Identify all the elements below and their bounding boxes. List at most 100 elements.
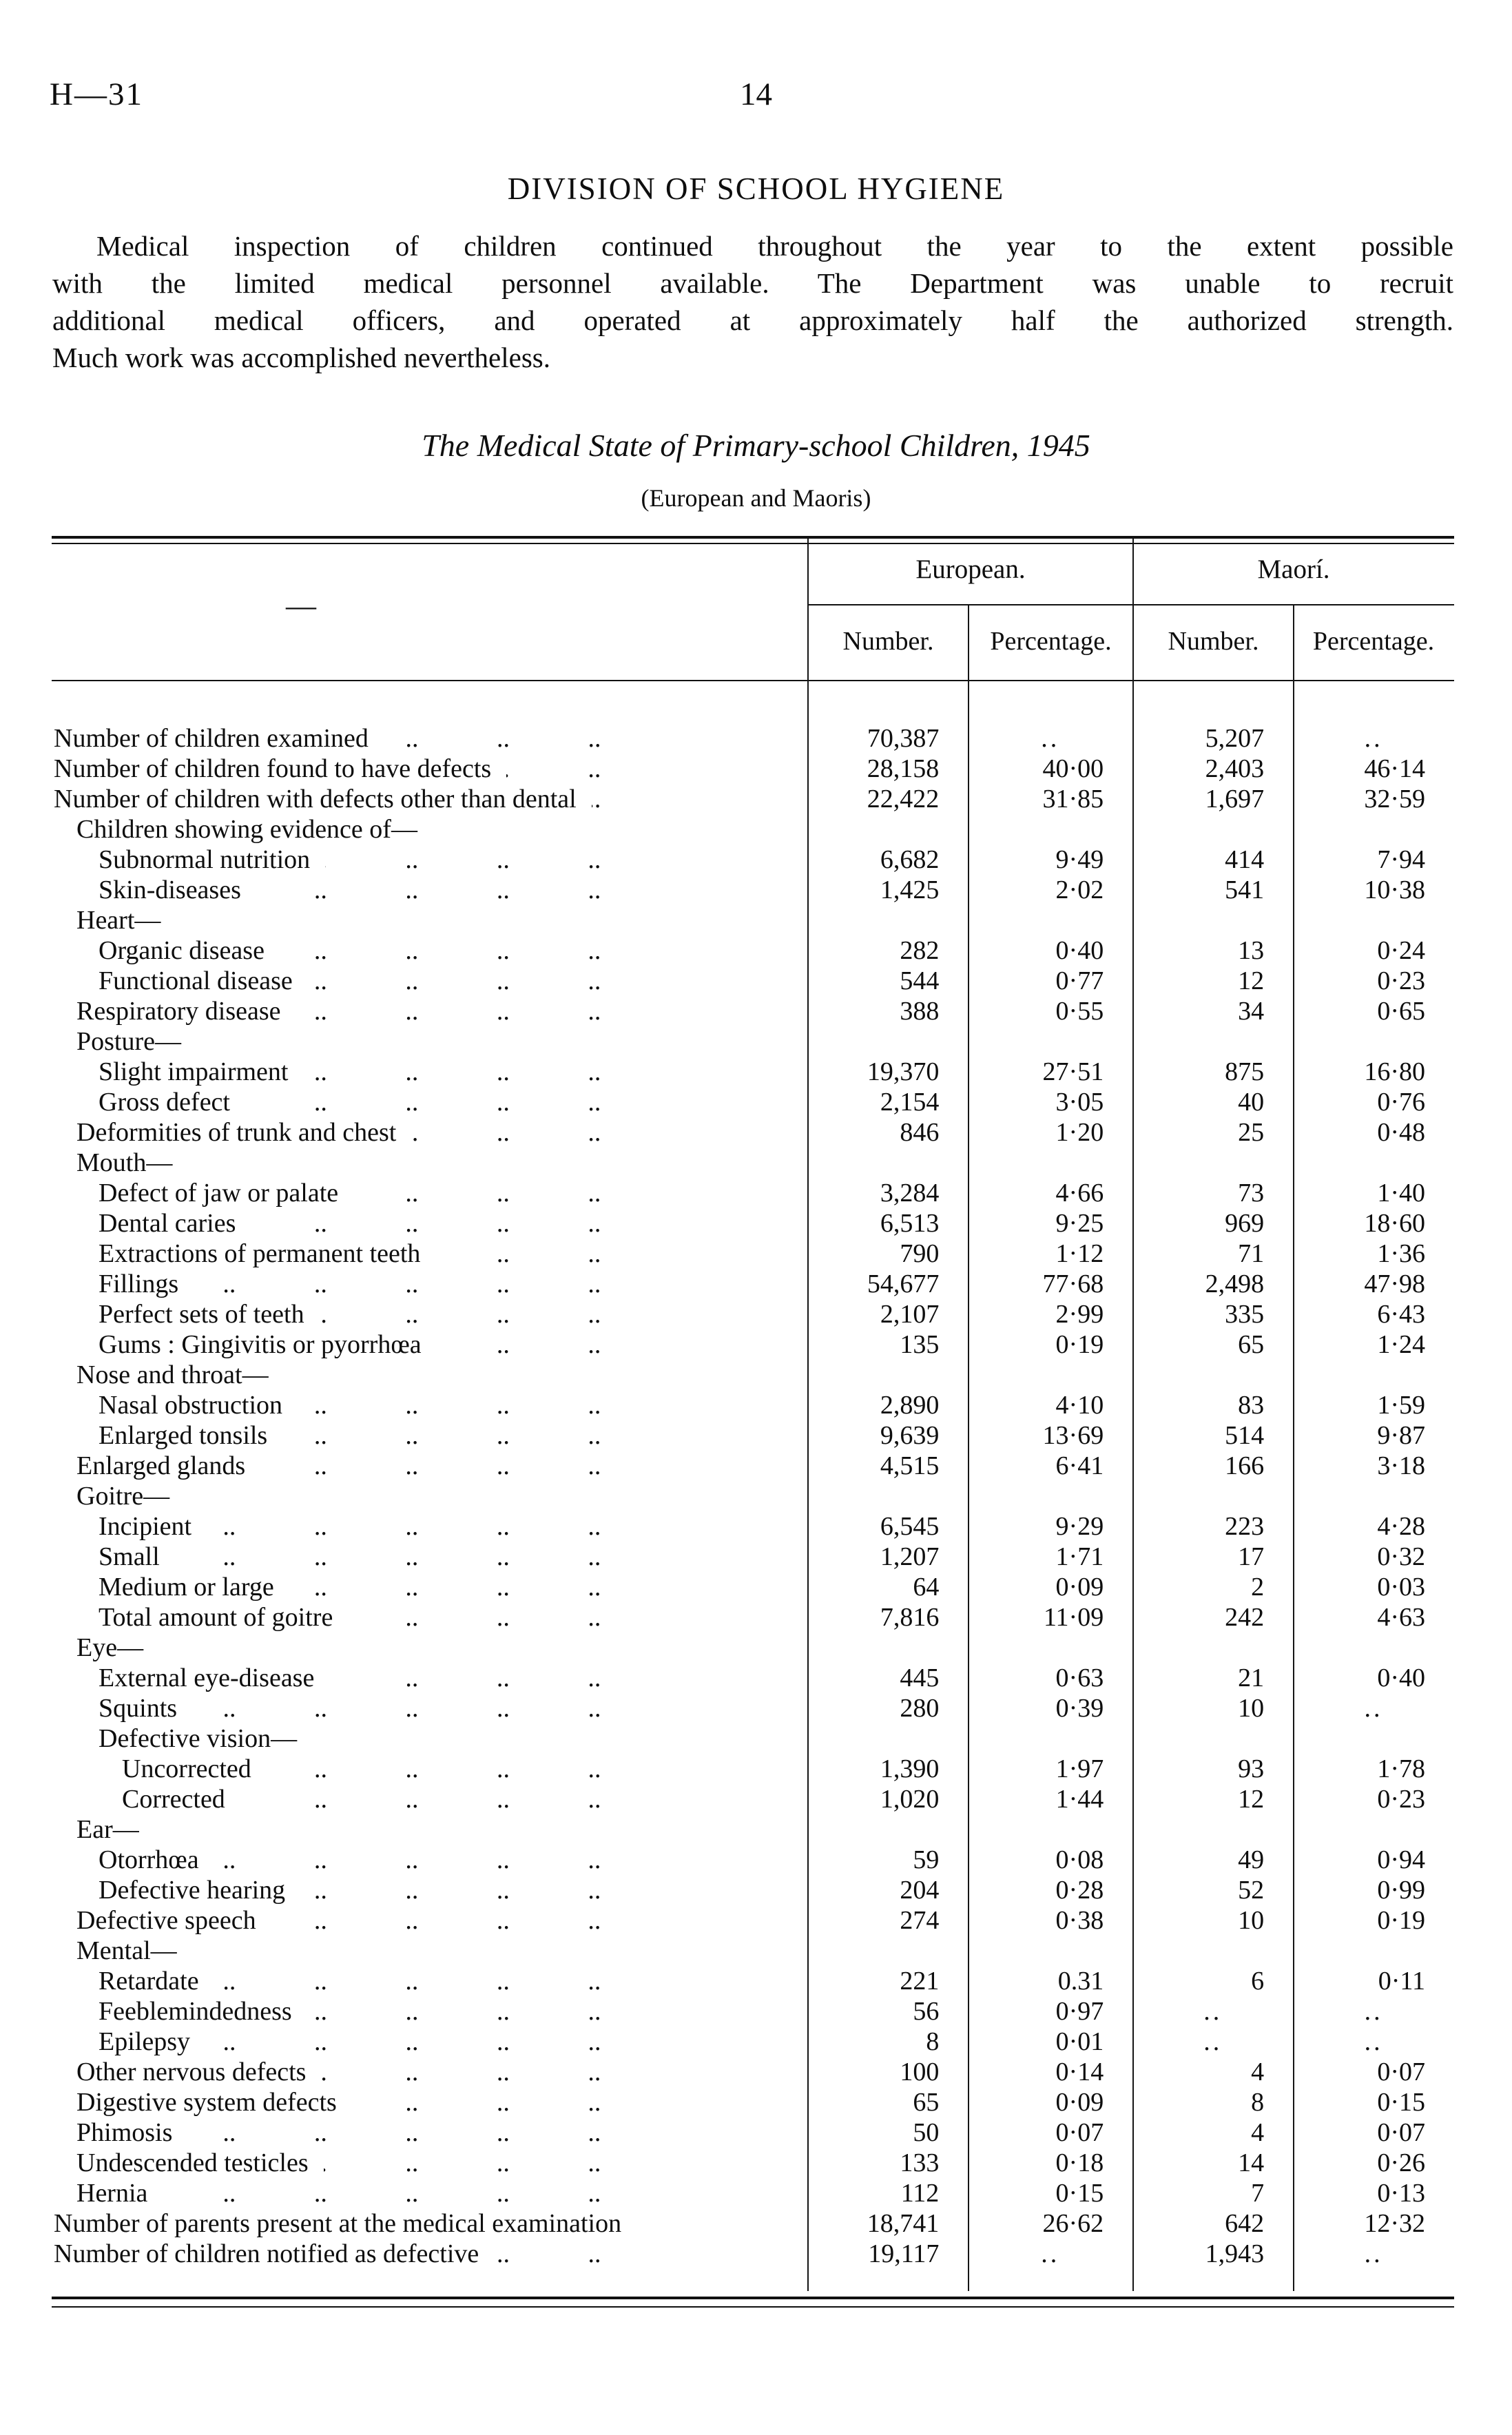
cell-european-number: 221	[900, 1967, 940, 1996]
cell-maori-percentage	[1293, 1481, 1454, 1511]
table-row: Skin-diseases .. .. .. .. .. .. .. .. .. 1…	[52, 875, 1454, 905]
row-label: Uncorrected	[122, 1754, 251, 1783]
table-section-row: Ear—	[52, 1814, 1454, 1845]
leader-dots: .. .. .. .. .. .. .. .. ..	[506, 754, 601, 783]
data-table: — European. Maorí. Number. Percentage. N…	[52, 536, 1454, 2327]
row-label: Perfect sets of teeth	[99, 1300, 304, 1329]
cell-maori-percentage: 0·07	[1377, 2058, 1425, 2086]
cell-maori-number: 83	[1238, 1391, 1265, 1420]
cell-maori-number: 4	[1251, 2118, 1265, 2147]
table-row: Gums : Gingivitis or pyorrhœa .. .. .. ..…	[52, 1329, 1454, 1360]
table-row: Phimosis .. .. .. .. .. .. .. .. .. 50 0·07…	[52, 2117, 1454, 2148]
cell-maori-number: 71	[1238, 1239, 1265, 1268]
row-label: Otorrhœa	[99, 1845, 199, 1874]
cell-maori-percentage	[1293, 1026, 1454, 1057]
row-label: Goitre—	[76, 1482, 170, 1511]
row-label: Phimosis	[76, 2118, 173, 2147]
row-label-cell: Feeblemindedness .. .. .. .. .. .. .. .. …	[52, 1996, 807, 2027]
row-label: Nose and throat—	[76, 1360, 269, 1389]
cell-maori-percentage: 7·94	[1377, 845, 1425, 874]
cell-maori-percentage: 0·48	[1377, 1118, 1425, 1147]
cell-european-percentage: 1·71	[1055, 1542, 1104, 1571]
cell-european-percentage: 0·40	[1055, 936, 1104, 965]
cell-european-percentage: 27·51	[1042, 1057, 1104, 1086]
row-label-cell: Eye—	[52, 1633, 807, 1663]
cell-european-number: 135	[900, 1330, 940, 1359]
leader-dots: .. .. .. .. .. .. .. .. ..	[289, 1573, 601, 1602]
cell-maori-percentage: 16·80	[1364, 1057, 1425, 1086]
row-label-cell: Number of children found to have defects…	[52, 754, 807, 784]
section-title: DIVISION OF SCHOOL HYGIENE	[507, 172, 1005, 206]
cell-european-number: 18,741	[867, 2209, 940, 2238]
row-label: Feeblemindedness	[99, 1997, 292, 2026]
cell-maori-percentage: 0·23	[1377, 966, 1425, 995]
stub-column-header-dash: —	[286, 589, 316, 623]
row-label-cell: Hernia .. .. .. .. .. .. .. .. ..	[52, 2178, 807, 2208]
table-row: Functional disease .. .. .. .. .. .. .. .…	[52, 966, 1454, 996]
cell-maori-percentage	[1293, 905, 1454, 935]
table-section-row: Goitre—	[52, 1481, 1454, 1511]
paragraph-line: Medical inspection of children continued…	[96, 230, 1453, 262]
row-label: Slight impairment	[99, 1057, 289, 1086]
row-label-cell: Defective speech .. .. .. .. .. .. .. .. …	[52, 1905, 807, 1936]
cell-european-percentage: 0.31	[1057, 1967, 1104, 1996]
cell-maori-number: 13	[1238, 936, 1265, 965]
table-row: Otorrhœa .. .. .. .. .. .. .. .. .. 59 0·08…	[52, 1845, 1454, 1875]
cell-maori-number: 1,943	[1205, 2239, 1265, 2268]
row-label: Medium or large	[99, 1573, 274, 1602]
row-label-cell: Otorrhœa .. .. .. .. .. .. .. .. ..	[52, 1845, 807, 1875]
leader-dots: .. .. .. .. .. .. .. .. ..	[175, 1542, 601, 1571]
leader-dots: .. .. .. .. .. .. .. .. ..	[194, 1270, 601, 1298]
row-label-cell: Incipient .. .. .. .. .. .. .. .. ..	[52, 1511, 807, 1542]
cell-european-percentage: 13·69	[1042, 1421, 1104, 1450]
table-row: Medium or large .. .. .. .. .. .. .. .. .…	[52, 1572, 1454, 1602]
column-header-maori-number: Number.	[1168, 627, 1259, 656]
table-rule-header-bottom	[52, 680, 1454, 681]
cell-maori-percentage: 0·19	[1377, 1906, 1425, 1935]
cell-european-percentage: 0·77	[1055, 966, 1104, 995]
cell-maori-percentage	[1293, 1148, 1454, 1178]
cell-maori-number: 335	[1225, 1300, 1265, 1329]
leader-dots: .. .. .. .. .. .. .. .. ..	[307, 1997, 601, 2026]
row-label-cell: Number of children with defects other th…	[52, 784, 807, 814]
cell-european-number: 2,890	[880, 1391, 940, 1420]
cell-european-number: 22,422	[867, 785, 940, 814]
table-row: Retardate .. .. .. .. .. .. .. .. .. 221 0.…	[52, 1966, 1454, 1996]
cell-european-number: 1,020	[880, 1785, 940, 1814]
table-section-row: Defective vision—	[52, 1723, 1454, 1754]
cell-european-percentage: 1·44	[1055, 1785, 1104, 1814]
cell-european-number: 19,370	[867, 1057, 940, 1086]
cell-european-percentage: 0·08	[1055, 1845, 1104, 1874]
cell-european-percentage: 0·15	[1055, 2179, 1104, 2208]
table-row: Small .. .. .. .. .. .. .. .. .. 1,207 1·71…	[52, 1542, 1454, 1572]
cell-maori-percentage: 0·26	[1377, 2148, 1425, 2177]
cell-maori-percentage: 3·18	[1377, 1451, 1425, 1480]
leader-dots: .. .. .. .. .. .. .. .. ..	[435, 1239, 601, 1268]
cell-maori-percentage: 0·24	[1377, 936, 1425, 965]
leader-dots: .. .. .. .. .. .. .. .. ..	[592, 785, 601, 814]
table-row: Organic disease .. .. .. .. .. .. .. .. .…	[52, 935, 1454, 966]
row-label: Deformities of trunk and chest	[76, 1118, 397, 1147]
table-row: Undescended testicles .. .. .. .. .. .. .…	[52, 2148, 1454, 2178]
table-row: Hernia .. .. .. .. .. .. .. .. .. 112 0·15 7…	[52, 2178, 1454, 2208]
cell-maori-number: 25	[1238, 1118, 1265, 1147]
row-label: Incipient	[99, 1512, 192, 1541]
cell-european-number: 19,117	[868, 2239, 940, 2268]
cell-european-percentage: 3·05	[1055, 1088, 1104, 1117]
cell-european-percentage	[968, 1360, 1132, 1390]
row-label: Number of parents present at the medical…	[54, 2209, 622, 2238]
row-label-cell: Slight impairment .. .. .. .. .. .. .. ..…	[52, 1057, 807, 1087]
row-label-cell: Epilepsy .. .. .. .. .. .. .. .. ..	[52, 2027, 807, 2057]
row-label-cell: Digestive system defects .. .. .. .. .. .…	[52, 2087, 807, 2117]
table-rule-bottom-thin	[52, 2306, 1454, 2308]
leader-dots: .. .. .. .. .. .. .. .. ..	[352, 2088, 601, 2117]
cell-maori-number	[1132, 814, 1293, 845]
cell-maori-percentage: ..	[1364, 2027, 1383, 2056]
cell-european-percentage: 9·29	[1055, 1512, 1104, 1541]
row-label: Posture—	[76, 1027, 181, 1056]
row-label-cell: Phimosis .. .. .. .. .. .. .. .. ..	[52, 2117, 807, 2148]
cell-maori-percentage: 0·23	[1377, 1785, 1425, 1814]
cell-european-percentage: 0·55	[1055, 997, 1104, 1026]
cell-maori-number	[1132, 1723, 1293, 1754]
row-label-cell: Small .. .. .. .. .. .. .. .. ..	[52, 1542, 807, 1572]
